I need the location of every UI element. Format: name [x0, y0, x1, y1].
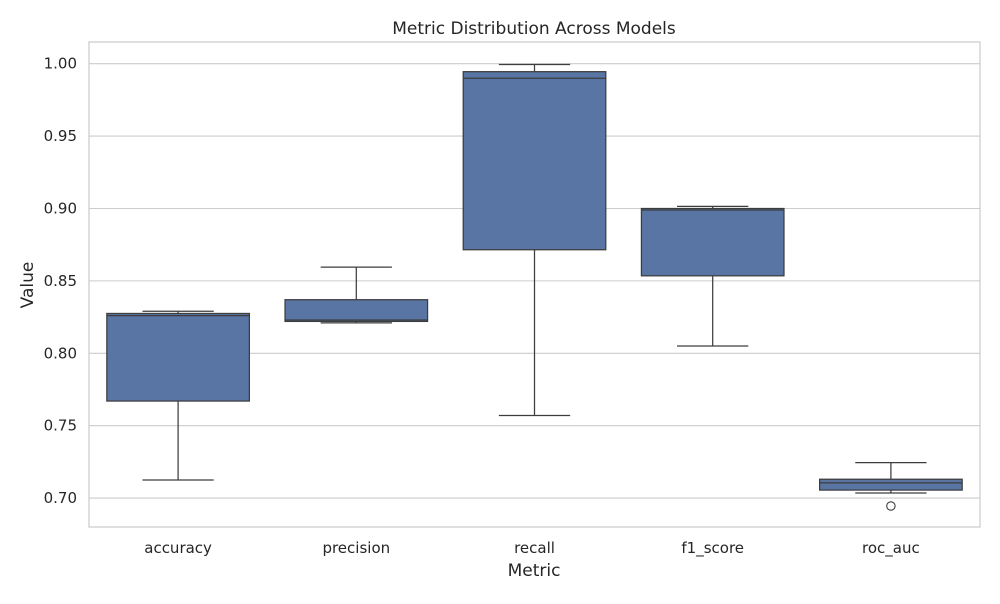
y-tick-label: 0.95 — [44, 127, 77, 145]
plot-frame — [88, 41, 981, 528]
y-tick-label: 0.75 — [44, 417, 77, 435]
x-tick-label: recall — [514, 539, 555, 557]
marks-layer — [106, 63, 963, 511]
iqr-box — [462, 71, 607, 251]
y-axis-label: Value — [18, 262, 38, 309]
y-tick-label: 0.70 — [44, 489, 77, 507]
x-tick-label: precision — [322, 539, 390, 557]
y-tick-label: 0.80 — [44, 344, 77, 362]
y-tick-label: 0.90 — [44, 199, 77, 217]
box-accuracy — [106, 310, 251, 481]
x-tick-label: f1_score — [681, 539, 744, 558]
y-tick-label: 0.85 — [44, 272, 77, 290]
iqr-box — [284, 299, 429, 323]
tick-layer: 0.70 0.75 0.80 0.85 0.90 0.95 1.00 accuracy prec… — [44, 55, 920, 558]
x-tick-label: accuracy — [144, 539, 212, 557]
box-precision — [284, 266, 429, 324]
box-recall — [462, 63, 607, 417]
y-tick-label: 1.00 — [44, 55, 77, 73]
box-roc_auc — [818, 461, 963, 511]
iqr-box — [818, 478, 963, 491]
x-axis-label: Metric — [508, 561, 561, 581]
iqr-box — [640, 207, 785, 277]
iqr-box — [106, 312, 251, 402]
chart-title: Metric Distribution Across Models — [392, 19, 676, 39]
x-tick-label: roc_auc — [862, 539, 920, 558]
outlier-point — [886, 501, 896, 511]
box-f1_score — [640, 205, 785, 347]
